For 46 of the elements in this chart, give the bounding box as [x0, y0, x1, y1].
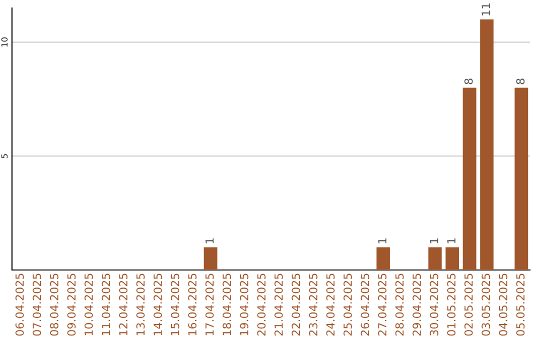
x-tick-label: 27.04.2025 [378, 274, 386, 336]
x-tick-label: 09.04.2025 [67, 274, 76, 336]
data-label: 11 [482, 4, 490, 16]
x-tick-label: 01.05.2025 [447, 274, 456, 336]
x-tick-label: 06.04.2025 [15, 274, 24, 336]
x-tick-label: 15.04.2025 [170, 274, 180, 336]
x-tick-label: 12.04.2025 [119, 274, 128, 336]
x-tick-label: 29.04.2025 [412, 274, 421, 336]
x-tick-label: 28.04.2025 [395, 274, 404, 336]
x-tick-label: 30.04.2025 [430, 274, 438, 336]
x-tick-label: 20.04.2025 [257, 274, 266, 336]
y-tick-label: 5 [1, 154, 8, 158]
bar [514, 88, 528, 270]
bar [480, 19, 494, 270]
data-label: 1 [430, 238, 438, 244]
x-tick-label: 19.04.2025 [240, 274, 248, 336]
x-tick-label: 13.04.2025 [136, 274, 145, 336]
x-tick-label: 21.04.2025 [274, 274, 283, 336]
bar [446, 247, 460, 270]
x-tick-label: 17.04.2025 [205, 274, 214, 336]
data-label: 1 [378, 238, 386, 244]
x-tick-label: 05.05.2025 [516, 274, 525, 336]
bar [428, 247, 442, 270]
x-tick-label: 26.04.2025 [360, 274, 370, 336]
data-label: 1 [447, 238, 456, 244]
x-tick-label: 24.04.2025 [326, 274, 335, 336]
x-tick-label: 16.04.2025 [188, 274, 197, 336]
x-tick-label: 18.04.2025 [222, 274, 232, 336]
x-tick-label: 08.04.2025 [50, 274, 58, 336]
x-tick-label: 14.04.2025 [154, 274, 162, 336]
x-tick-label: 11.04.2025 [102, 274, 110, 336]
data-label: 8 [464, 78, 473, 84]
x-tick-label: 04.05.2025 [498, 274, 508, 336]
bar [462, 88, 476, 270]
x-tick-label: 10.04.2025 [84, 274, 93, 336]
data-label: 1 [206, 238, 214, 244]
x-tick-label: 23.04.2025 [308, 274, 318, 336]
x-tick-label: 02.05.2025 [464, 274, 473, 336]
data-label: 8 [516, 78, 525, 84]
x-tick-label: 03.05.2025 [482, 274, 490, 336]
x-tick-label: 25.04.2025 [344, 274, 352, 336]
bar [376, 247, 390, 270]
y-tick-label: 10 [1, 37, 8, 47]
bar [204, 247, 218, 270]
x-tick-label: 22.04.2025 [292, 274, 300, 336]
x-tick-label: 07.04.2025 [32, 274, 42, 336]
